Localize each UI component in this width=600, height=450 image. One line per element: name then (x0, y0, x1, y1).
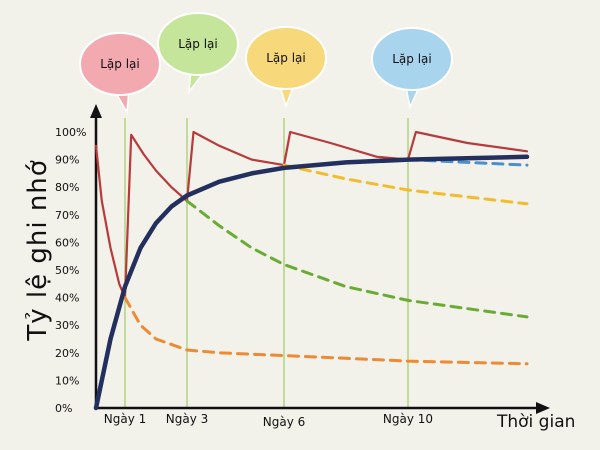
x-tick-label: Ngày 6 (263, 415, 306, 429)
y-tick-label: 70% (55, 209, 79, 222)
bubble-label: Lặp lại (266, 51, 306, 65)
bubble-shape (79, 32, 161, 96)
x-axis-label: Thời gian (496, 412, 575, 432)
y-tick-label: 60% (55, 236, 79, 249)
x-tick-label: Ngày 3 (166, 412, 209, 426)
bubble-shape (371, 27, 453, 91)
y-axis-arrow (90, 104, 102, 118)
x-tick-label: Ngày 1 (104, 412, 147, 426)
series-line (123, 296, 529, 366)
x-tick-label: Ngày 10 (383, 412, 433, 426)
y-tick-label: 50% (55, 264, 79, 277)
x-axis-arrow (536, 402, 550, 414)
y-tick-label: 30% (55, 319, 79, 332)
y-tick-label: 100% (55, 126, 86, 139)
y-tick-label: 80% (55, 181, 79, 194)
y-tick-label: 40% (55, 292, 79, 305)
y-tick-label: 10% (55, 374, 79, 387)
y-axis-label: Tỷ lệ ghi nhớ (23, 159, 53, 341)
bubble-shape (157, 12, 239, 76)
y-tick-label: 0% (55, 402, 72, 415)
repeat-bubble: Lặp lại (371, 27, 453, 110)
repeat-bubbles: Lặp lại Lặp lại Lặp lại Lặp lại (79, 12, 453, 115)
repeat-bubble: Lặp lại (79, 32, 161, 115)
bubble-label: Lặp lại (100, 57, 140, 71)
bubble-shape (245, 26, 327, 90)
series-line (185, 199, 529, 319)
axes (90, 104, 550, 414)
y-tick-labels: 0% 10% 20% 30% 40% 50% 60% 70% 80% 90% 100% (55, 126, 86, 415)
repeat-bubble: Lặp lại (157, 12, 239, 95)
series-line (282, 163, 529, 206)
bubble-label: Lặp lại (178, 37, 218, 51)
y-tick-label: 20% (55, 347, 79, 360)
series-line (93, 154, 530, 411)
bubble-label: Lặp lại (392, 52, 432, 66)
y-tick-label: 90% (55, 154, 79, 167)
x-tick-labels: Ngày 1 Ngày 3 Ngày 6 Ngày 10 (104, 412, 433, 429)
repeat-bubble: Lặp lại (245, 26, 327, 109)
series-lines (93, 130, 530, 411)
